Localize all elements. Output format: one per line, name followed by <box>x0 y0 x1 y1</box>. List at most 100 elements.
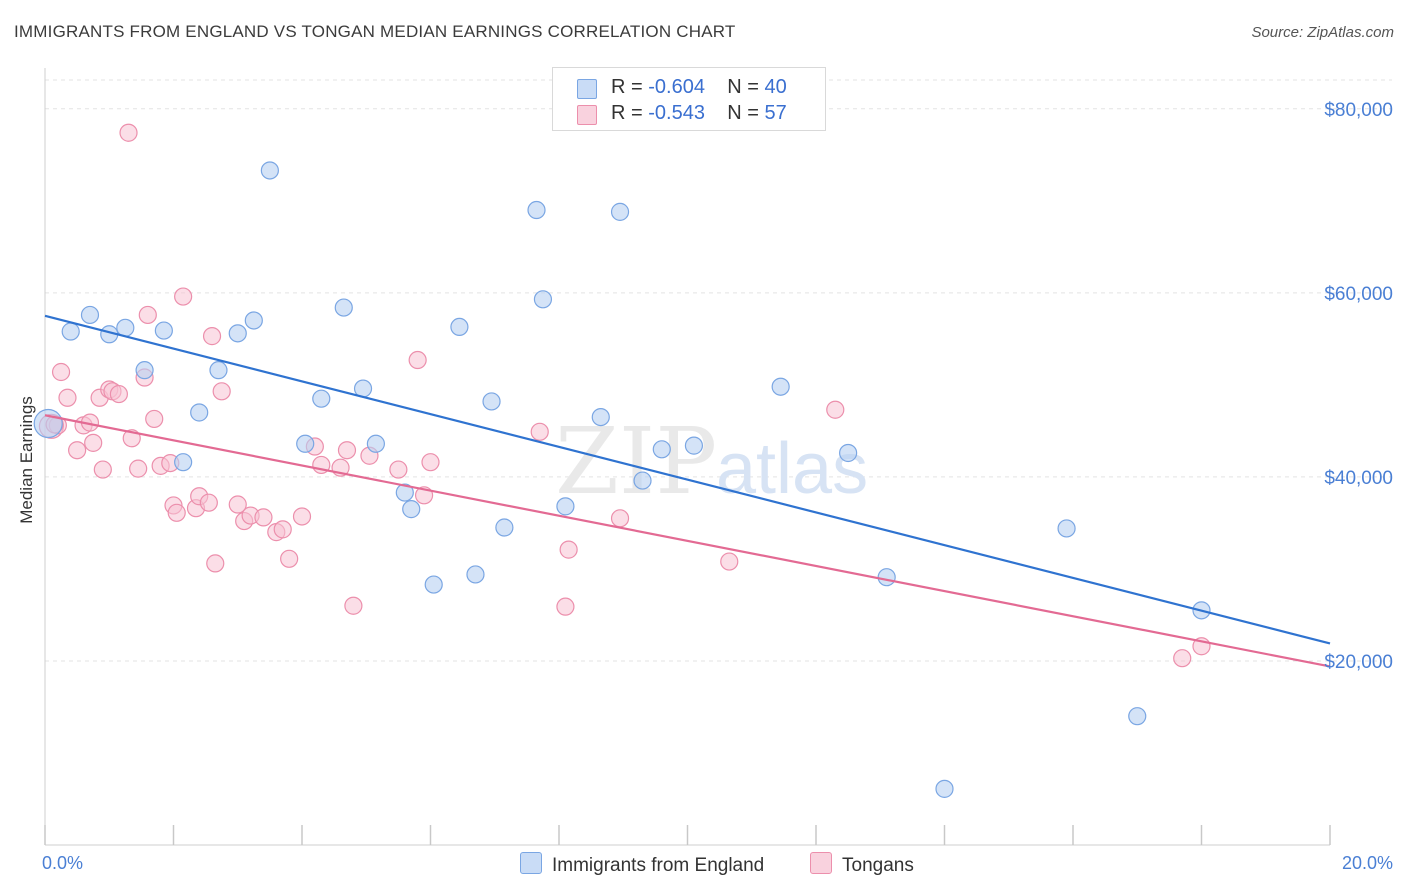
tongan-point <box>254 508 273 527</box>
tongan-point <box>138 305 157 325</box>
tongan-point <box>610 509 630 528</box>
x-tick-label: 0.0% <box>42 853 83 873</box>
tongan-point <box>826 400 845 419</box>
legend-r-label: R = <box>611 76 643 98</box>
england-point <box>174 453 193 472</box>
tongan-point <box>58 388 77 407</box>
england-point <box>190 403 209 422</box>
tongan-point <box>530 422 549 441</box>
x-tick-labels: 0.0% 20.0% <box>42 853 1393 873</box>
grid-lines <box>45 79 1392 662</box>
england-point <box>591 407 610 427</box>
watermark-atlas: atlas <box>716 429 868 509</box>
legend-item-england: Immigrants from England <box>520 852 764 877</box>
england-point <box>260 161 279 180</box>
legend-n-value: 57 <box>764 102 787 124</box>
legend-swatch-england <box>577 79 597 99</box>
tongan-point <box>389 460 408 479</box>
tongan-point <box>408 350 427 370</box>
england-point <box>771 377 790 396</box>
tongan-point <box>720 552 739 571</box>
england-point <box>61 322 80 341</box>
watermark: ZIP atlas <box>555 408 868 515</box>
england-point <box>684 436 704 455</box>
england-point <box>450 317 469 337</box>
tongan-point <box>344 596 363 615</box>
tongan-point <box>292 507 312 526</box>
england-point <box>839 443 858 463</box>
tongan-point <box>1173 649 1192 668</box>
legend-label-tongan: Tongans <box>842 855 914 876</box>
trend-lines <box>44 314 1331 668</box>
y-tick-label: $40,000 <box>1324 468 1393 489</box>
legend-swatch-england <box>520 852 542 874</box>
watermark-zip: ZIP <box>555 408 717 515</box>
england-point <box>1128 707 1147 726</box>
england-point <box>633 471 652 490</box>
tongan-point <box>84 433 103 452</box>
x-tick-label: 20.0% <box>1342 853 1393 873</box>
y-axis-label: Median Earnings <box>17 396 36 524</box>
tongan-point <box>280 549 299 568</box>
tongan-point <box>68 441 87 460</box>
tongan-point <box>93 460 112 479</box>
england-point <box>402 500 421 519</box>
england-point <box>877 568 896 587</box>
legend-item-tongan: Tongans <box>810 852 914 877</box>
england-point <box>495 518 514 537</box>
legend-n-label: N = <box>727 76 759 98</box>
england-point <box>135 361 154 380</box>
tongan-point <box>556 597 575 616</box>
tongan-point <box>559 540 578 559</box>
legend-r-value: -0.543 <box>648 102 705 124</box>
y-tick-label: $20,000 <box>1324 652 1393 673</box>
chart-title: IMMIGRANTS FROM ENGLAND VS TONGAN MEDIAN… <box>14 22 736 41</box>
england-point <box>80 305 100 325</box>
england-point <box>652 440 671 459</box>
england-point <box>395 483 414 502</box>
tongan-point <box>129 459 148 478</box>
england-point <box>244 311 263 330</box>
legend-r-value: -0.604 <box>648 76 705 98</box>
tongan-point <box>109 384 128 404</box>
tongan-point <box>421 453 440 472</box>
england-point <box>424 575 443 594</box>
england-point <box>1057 519 1076 538</box>
tongan-point <box>212 382 231 401</box>
england-trend-line <box>44 314 1331 645</box>
correlation-legend: R = -0.604 N = 40 R = -0.543 N = 57 <box>552 67 826 131</box>
legend-r-label: R = <box>611 102 643 124</box>
legend-swatch-tongan <box>577 105 597 125</box>
legend-n-label: N = <box>727 102 759 124</box>
tongan-point <box>51 362 71 382</box>
y-tick-label: $60,000 <box>1324 284 1393 305</box>
legend-label-england: Immigrants from England <box>552 855 765 876</box>
england-point <box>33 408 63 439</box>
tongan-point <box>337 441 357 460</box>
y-tick-labels: $20,000 $40,000 $60,000 $80,000 <box>1324 100 1393 673</box>
tongan-point <box>145 409 164 429</box>
england-point <box>312 389 331 408</box>
tongan-point <box>206 554 225 573</box>
tongan-point <box>174 287 193 306</box>
england-point <box>556 497 575 516</box>
england-point <box>209 361 228 380</box>
england-point <box>228 324 247 343</box>
england-point <box>482 392 501 411</box>
tongan-point <box>202 327 222 346</box>
source-text: Source: ZipAtlas.com <box>1251 24 1394 41</box>
england-point <box>296 434 315 453</box>
england-point <box>334 298 353 317</box>
england-point <box>610 202 630 221</box>
tongan-point <box>199 493 218 512</box>
axes <box>44 68 1331 846</box>
england-point <box>935 779 954 798</box>
england-point <box>466 565 485 584</box>
tongan-point <box>273 520 292 539</box>
tongan-point <box>228 495 247 514</box>
y-tick-label: $80,000 <box>1324 100 1393 121</box>
england-point <box>154 321 173 340</box>
england-point <box>366 434 385 453</box>
tongan-point <box>119 123 138 142</box>
